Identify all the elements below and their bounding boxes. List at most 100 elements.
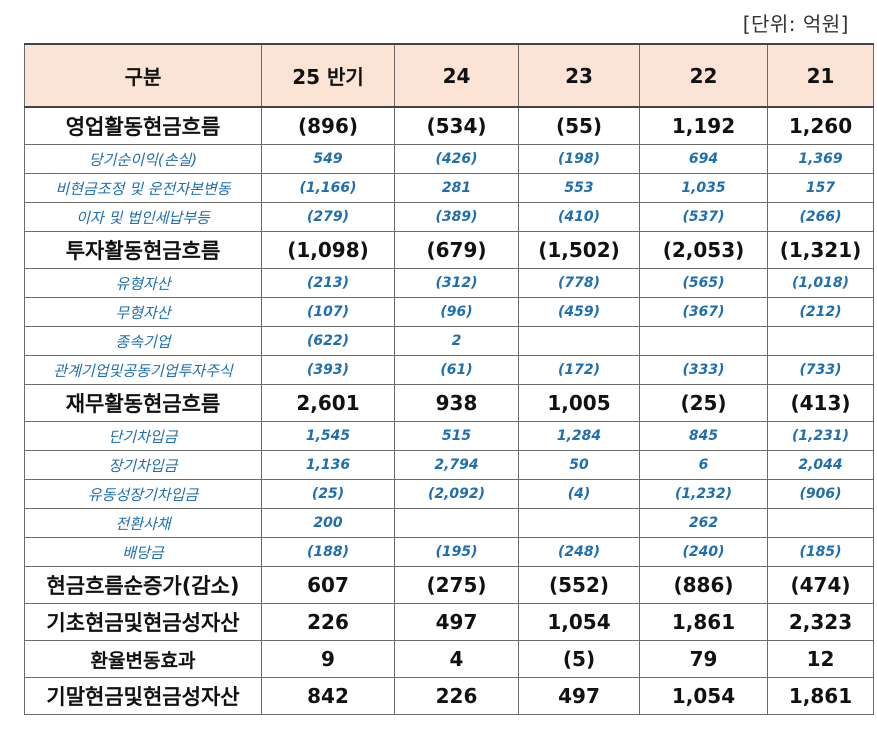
- value-cell: [518, 326, 640, 356]
- summary-row: 투자활동현금흐름 (1,098) (679) (1,502) (2,053) (1,321…: [24, 231, 874, 269]
- value-cell: (537): [639, 202, 768, 232]
- value-cell: (474): [767, 566, 874, 604]
- value-cell: (275): [394, 566, 519, 604]
- row-label: 단기차입금: [24, 421, 262, 451]
- detail-row: 이자 및 법인세납부등 (279) (389) (410) (537) (266): [24, 202, 874, 232]
- value-cell: 1,136: [261, 450, 395, 480]
- summary-row: 기말현금및현금성자산 842 226 497 1,054 1,861: [24, 677, 874, 715]
- value-cell: (459): [518, 297, 640, 327]
- value-cell: 2,794: [394, 450, 519, 480]
- value-cell: 1,054: [639, 677, 768, 715]
- value-cell: 2,323: [767, 603, 874, 641]
- value-cell: 281: [394, 173, 519, 203]
- value-cell: [767, 326, 874, 356]
- value-cell: 200: [261, 508, 395, 538]
- value-cell: (1,166): [261, 173, 395, 203]
- detail-row: 당기순이익(손실) 549 (426) (198) 694 1,369: [24, 144, 874, 174]
- value-cell: (25): [639, 384, 768, 422]
- detail-row: 유동성장기차입금 (25) (2,092) (4) (1,232) (906): [24, 479, 874, 509]
- value-cell: [639, 326, 768, 356]
- detail-row: 장기차입금 1,136 2,794 50 6 2,044: [24, 450, 874, 480]
- value-cell: (410): [518, 202, 640, 232]
- detail-row: 종속기업 (622) 2: [24, 326, 874, 356]
- value-cell: 1,054: [518, 603, 640, 641]
- value-cell: 1,284: [518, 421, 640, 451]
- value-cell: 50: [518, 450, 640, 480]
- row-label: 종속기업: [24, 326, 262, 356]
- value-cell: 694: [639, 144, 768, 174]
- row-label: 비현금조정 및 운전자본변동: [24, 173, 262, 203]
- value-cell: 1,861: [767, 677, 874, 715]
- value-cell: (198): [518, 144, 640, 174]
- value-cell: (552): [518, 566, 640, 604]
- watermark: [867, 729, 871, 744]
- value-cell: 845: [639, 421, 768, 451]
- value-cell: (107): [261, 297, 395, 327]
- value-cell: (312): [394, 268, 519, 298]
- value-cell: (1,018): [767, 268, 874, 298]
- detail-row: 단기차입금 1,545 515 1,284 845 (1,231): [24, 421, 874, 451]
- value-cell: 497: [394, 603, 519, 641]
- value-cell: 1,005: [518, 384, 640, 422]
- header-period: 25 반기: [261, 43, 395, 108]
- row-label: 영업활동현금흐름: [24, 106, 262, 145]
- summary-row: 환율변동효과 9 4 (5) 79 12: [24, 640, 874, 678]
- value-cell: (2,053): [639, 231, 768, 269]
- value-cell: (886): [639, 566, 768, 604]
- value-cell: (213): [261, 268, 395, 298]
- row-label: 투자활동현금흐름: [24, 231, 262, 269]
- detail-row: 전환사채 200 262: [24, 508, 874, 538]
- value-cell: 2,601: [261, 384, 395, 422]
- value-cell: [394, 508, 519, 538]
- header-period: 21: [767, 43, 874, 108]
- row-label: 장기차입금: [24, 450, 262, 480]
- detail-row: 관계기업및공동기업투자주식 (393) (61) (172) (333) (733): [24, 355, 874, 385]
- header-category: 구분: [24, 43, 262, 108]
- value-cell: 515: [394, 421, 519, 451]
- row-label: 이자 및 법인세납부등: [24, 202, 262, 232]
- row-label: 관계기업및공동기업투자주식: [24, 355, 262, 385]
- value-cell: 1,260: [767, 106, 874, 145]
- value-cell: 4: [394, 640, 519, 678]
- summary-row: 영업활동현금흐름 (896) (534) (55) 1,192 1,260: [24, 106, 874, 145]
- detail-row: 배당금 (188) (195) (248) (240) (185): [24, 537, 874, 567]
- row-label: 환율변동효과: [24, 640, 262, 678]
- value-cell: 226: [394, 677, 519, 715]
- summary-row: 기초현금및현금성자산 226 497 1,054 1,861 2,323: [24, 603, 874, 641]
- summary-row: 재무활동현금흐름 2,601 938 1,005 (25) (413): [24, 384, 874, 422]
- value-cell: (778): [518, 268, 640, 298]
- header-row: 구분 25 반기 24 23 22 21: [24, 43, 874, 108]
- value-cell: (185): [767, 537, 874, 567]
- value-cell: (679): [394, 231, 519, 269]
- value-cell: 607: [261, 566, 395, 604]
- value-cell: 842: [261, 677, 395, 715]
- cash-flow-table: 구분 25 반기 24 23 22 21 영업활동현금흐름 (896) (534)(…: [24, 43, 874, 715]
- value-cell: 497: [518, 677, 640, 715]
- row-label: 기말현금및현금성자산: [24, 677, 262, 715]
- row-label: 당기순이익(손실): [24, 144, 262, 174]
- header-period: 22: [639, 43, 768, 108]
- detail-row: 무형자산 (107) (96) (459) (367) (212): [24, 297, 874, 327]
- detail-row: 비현금조정 및 운전자본변동 (1,166) 281 553 1,035 157: [24, 173, 874, 203]
- value-cell: (534): [394, 106, 519, 145]
- value-cell: (279): [261, 202, 395, 232]
- value-cell: (266): [767, 202, 874, 232]
- value-cell: (61): [394, 355, 519, 385]
- unit-label: [단위: 억원]: [742, 12, 849, 36]
- value-cell: [518, 508, 640, 538]
- value-cell: 226: [261, 603, 395, 641]
- value-cell: 6: [639, 450, 768, 480]
- value-cell: 2,044: [767, 450, 874, 480]
- row-label: 현금흐름순증가(감소): [24, 566, 262, 604]
- row-label: 배당금: [24, 537, 262, 567]
- row-label: 전환사채: [24, 508, 262, 538]
- value-cell: (389): [394, 202, 519, 232]
- value-cell: 553: [518, 173, 640, 203]
- value-cell: (25): [261, 479, 395, 509]
- value-cell: (248): [518, 537, 640, 567]
- value-cell: 157: [767, 173, 874, 203]
- header-period: 24: [394, 43, 519, 108]
- summary-row: 현금흐름순증가(감소) 607 (275) (552) (886) (474): [24, 566, 874, 604]
- value-cell: 1,545: [261, 421, 395, 451]
- value-cell: (1,098): [261, 231, 395, 269]
